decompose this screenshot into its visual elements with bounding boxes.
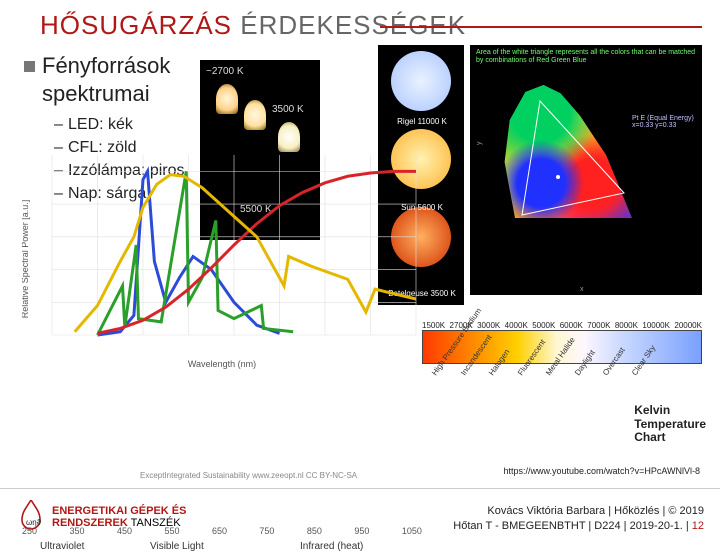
list-item: –LED: kék	[54, 116, 185, 134]
bulb-glow	[244, 100, 266, 130]
subtitle-text: Fényforrások spektrumai	[42, 53, 170, 106]
flame-icon: ωηϑ	[18, 500, 44, 530]
cie-note: Area of the white triangle represents al…	[476, 49, 696, 64]
spectrum-svg: Relative Spectral Power [a.u.] Wavelengt…	[22, 144, 422, 374]
bulb-temp-label: ~2700 K	[206, 66, 244, 77]
subtitle: Fényforrások spektrumai	[42, 52, 170, 107]
title-accent: HŐSUGÁRZÁS	[40, 10, 232, 40]
star-rigel	[391, 51, 451, 111]
bulb-glow	[216, 84, 238, 114]
cie-diagram: Area of the white triangle represents al…	[470, 45, 702, 295]
title-rest: ÉRDEKESSÉGEK	[240, 10, 466, 40]
spectrum-xlabel: Wavelength (nm)	[188, 359, 256, 369]
youtube-link[interactable]: https://www.youtube.com/watch?v=HPcAWNlV…	[504, 466, 701, 476]
region-ir: Infrared (heat)	[300, 541, 363, 552]
region-visible: Visible Light	[150, 541, 204, 552]
kelvin-chart: 1500K2700K3000K4000K5000K6000K7000K8000K…	[422, 320, 702, 450]
footer-credits: Kovács Viktória Barbara | Hőközlés | © 2…	[453, 504, 704, 534]
kelvin-title: Kelvin Temperature Chart	[634, 404, 706, 444]
star-label: Rigel 11000 K	[382, 117, 462, 126]
department-name: ENERGETIKAI GÉPEK ÉS RENDSZEREK TANSZÉK	[52, 505, 186, 530]
credit-line-1: Kovács Viktória Barbara | Hőközlés | © 2…	[453, 504, 704, 519]
spectrum-ylabel: Relative Spectral Power [a.u.]	[22, 200, 30, 319]
page-number: 12	[692, 520, 704, 532]
bulb-temp-label: 3500 K	[272, 104, 304, 115]
title-rule	[380, 26, 702, 28]
cie-triangle	[502, 85, 632, 225]
cie-x-axis: x	[580, 286, 584, 293]
spectrum-credit: ExceptIntegrated Sustainability www.zeeo…	[140, 471, 357, 480]
credit-line-2: Hőtan T - BMEGEENBTHT | D224 | 2019-20-1…	[453, 519, 704, 534]
bullet-square	[24, 61, 35, 72]
svg-text:ωηϑ: ωηϑ	[26, 518, 42, 527]
cie-pt-e: Pt E (Equal Energy) x=0.33 y=0.33	[632, 115, 698, 129]
cie-y-axis: y	[476, 142, 483, 146]
region-uv: Ultraviolet	[40, 541, 84, 552]
slide-footer: ωηϑ ENERGETIKAI GÉPEK ÉS RENDSZEREK TANS…	[0, 488, 720, 540]
spectrum-chart: Relative Spectral Power [a.u.] Wavelengt…	[22, 144, 422, 374]
